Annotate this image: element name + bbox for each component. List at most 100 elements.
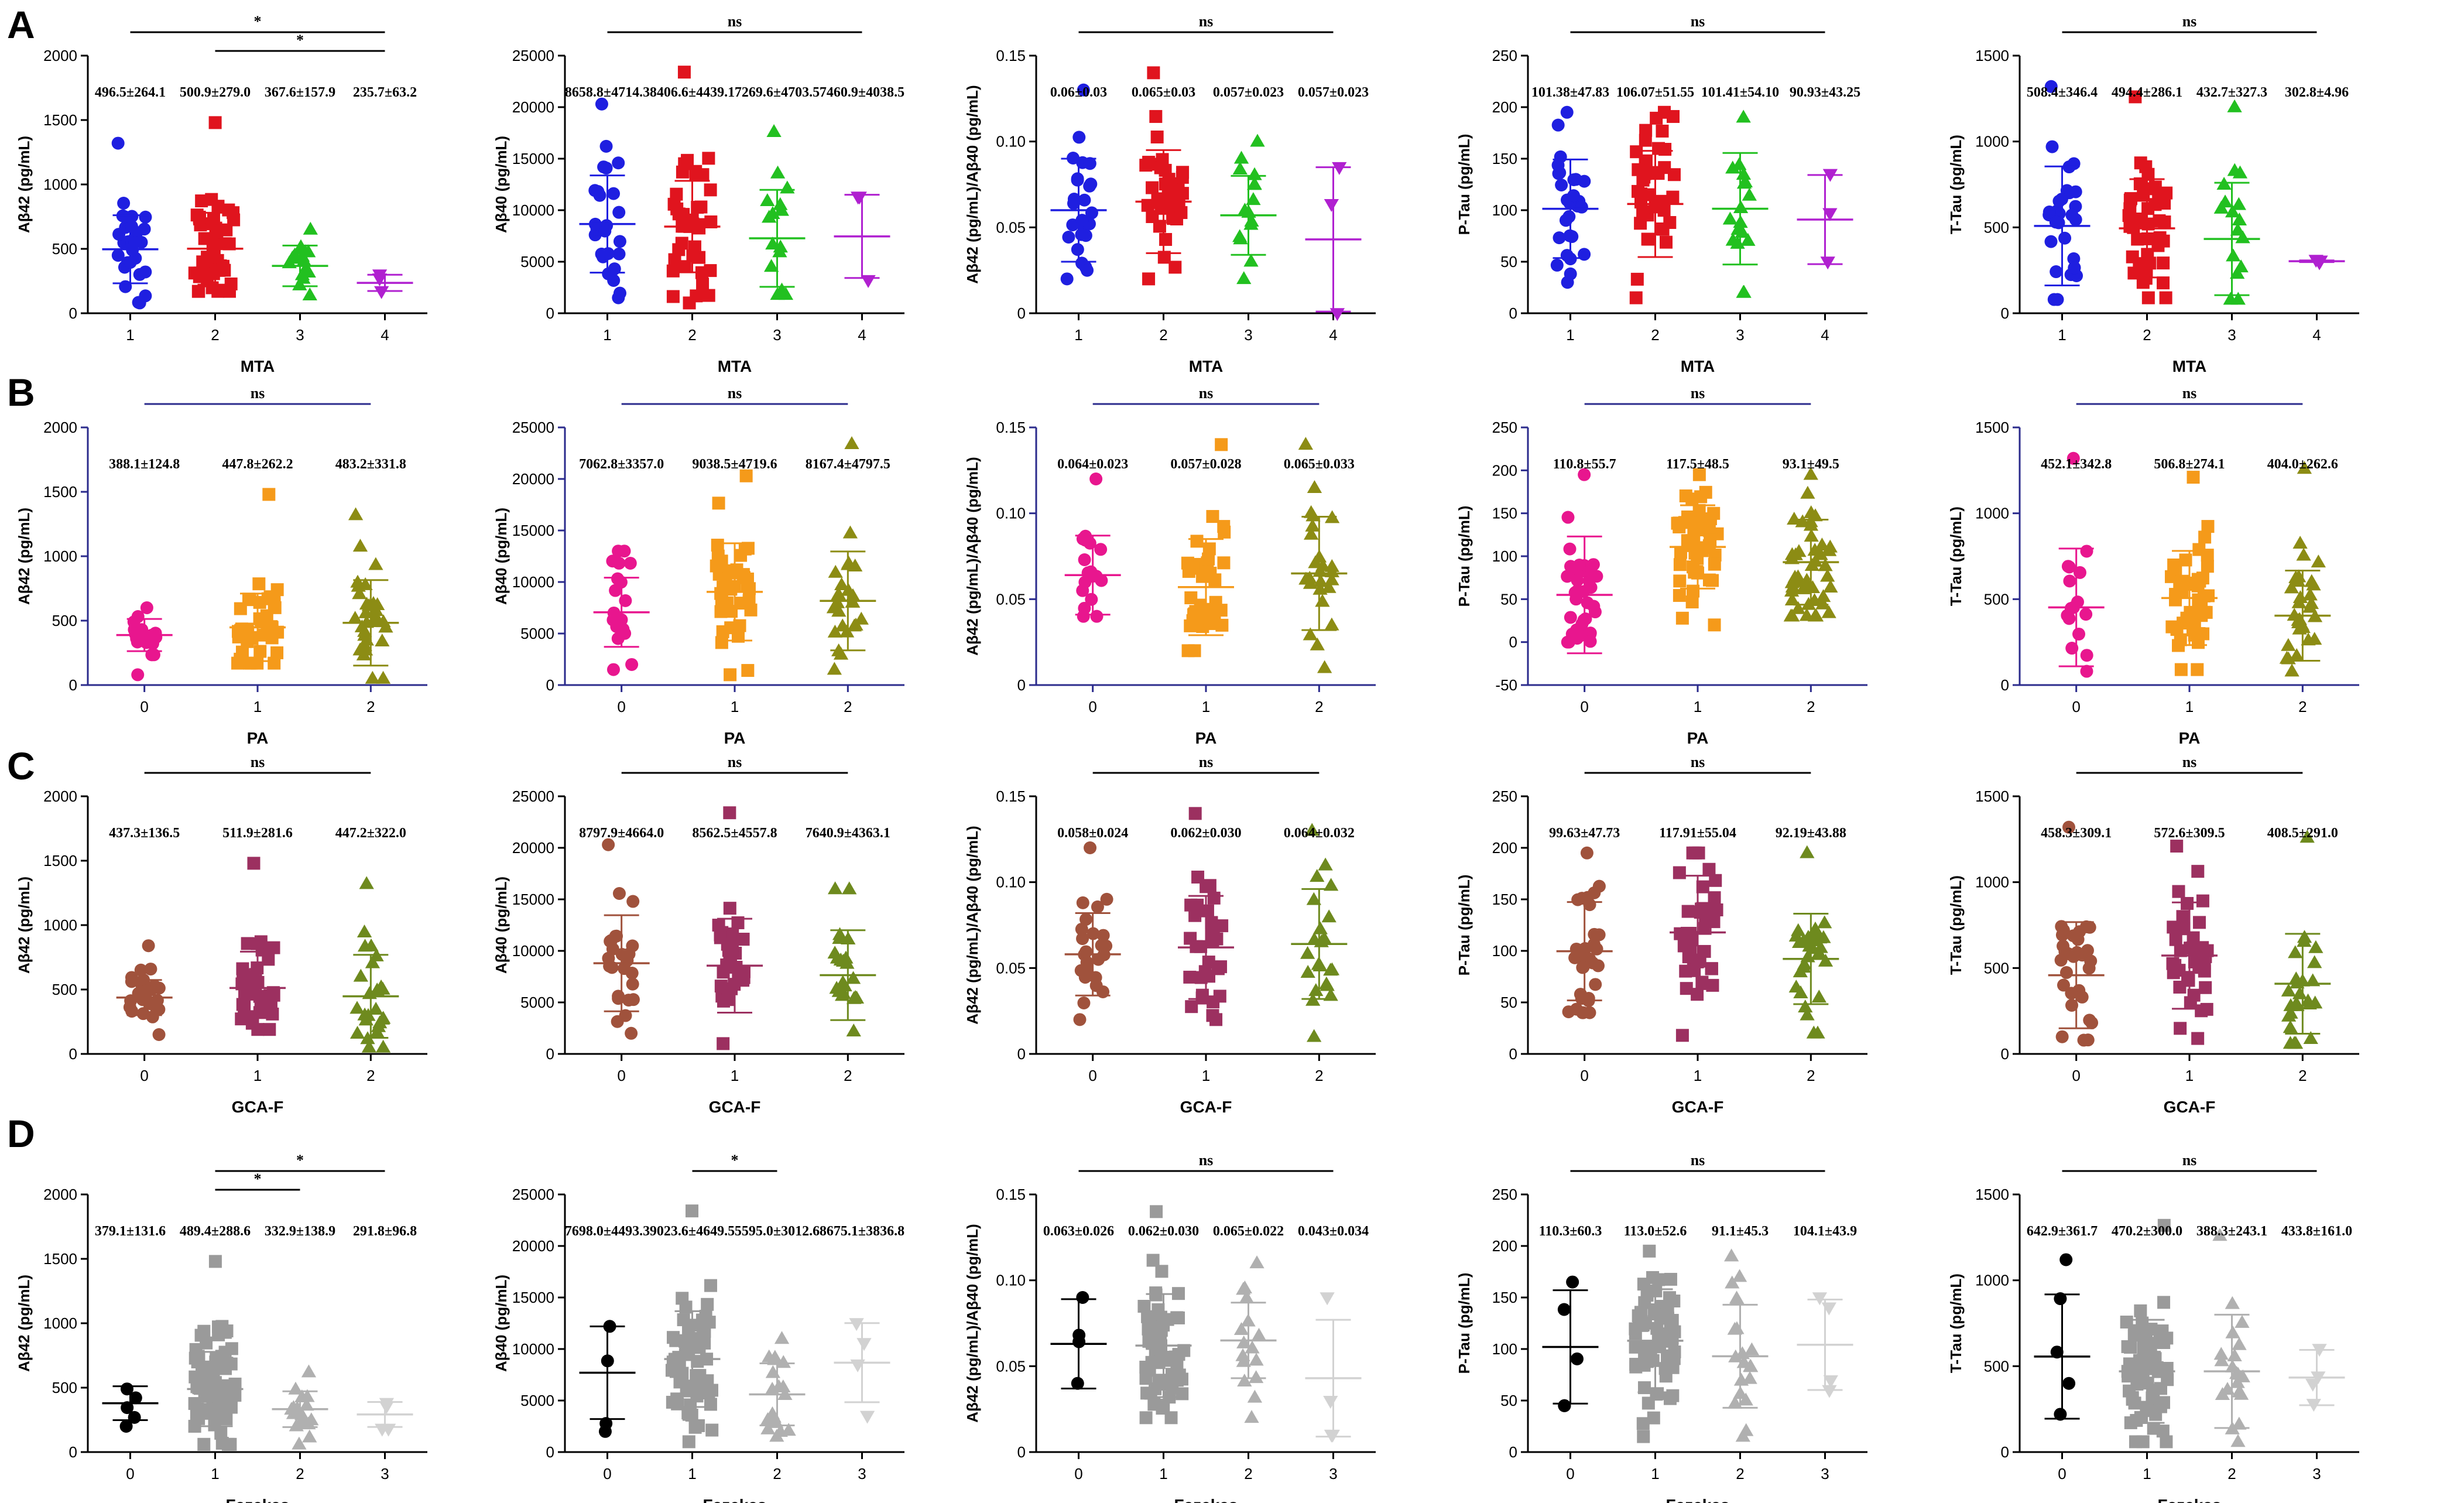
- data-point: [696, 278, 710, 291]
- stat-label: 8658.8±4714.3: [565, 85, 650, 100]
- y-tick-label: 150: [1492, 150, 1517, 167]
- data-point: [1667, 1352, 1681, 1365]
- data-point: [1631, 184, 1644, 198]
- data-point: [1152, 1303, 1165, 1316]
- data-point: [1250, 133, 1265, 147]
- y-tick-label: 0.10: [996, 505, 1026, 522]
- data-point: [766, 124, 782, 138]
- data-point: [361, 1039, 377, 1053]
- data-point: [682, 1334, 695, 1347]
- stat-label: 92.19±43.88: [1776, 826, 1846, 841]
- y-tick-label: 0: [1017, 1443, 1026, 1461]
- y-tick-label: 0.05: [996, 218, 1026, 236]
- data-point: [1799, 608, 1815, 621]
- data-point: [2157, 1296, 2171, 1309]
- data-point: [2214, 1353, 2229, 1367]
- data-point: [773, 197, 788, 210]
- data-point: [1738, 1392, 1753, 1406]
- data-point: [2199, 605, 2213, 619]
- stat-label: 470.2±300.0: [2112, 1224, 2182, 1239]
- data-point: [2160, 1435, 2173, 1449]
- data-point: [613, 235, 626, 248]
- stat-label: 404.0±262.6: [2267, 457, 2338, 472]
- y-axis-label: Aβ42 (pg/mL): [15, 1275, 33, 1372]
- data-point: [1784, 583, 1800, 597]
- data-point: [2134, 156, 2147, 170]
- data-point: [262, 488, 276, 501]
- data-point: [2129, 215, 2143, 229]
- data-point: [200, 1336, 213, 1350]
- stat-label: 500.9±279.0: [180, 85, 251, 100]
- data-point: [136, 993, 149, 1006]
- y-tick-label: 0.15: [996, 788, 1026, 805]
- data-point: [1076, 532, 1089, 546]
- data-point: [2283, 1005, 2298, 1019]
- data-point: [1323, 963, 1338, 976]
- data-point: [2157, 276, 2170, 290]
- data-point: [2226, 248, 2241, 262]
- data-point: [191, 1355, 204, 1369]
- y-tick-label: 0: [2001, 304, 2009, 322]
- data-point: [2061, 609, 2074, 622]
- data-point: [1555, 178, 1568, 191]
- data-point: [1078, 601, 1091, 615]
- data-point: [2175, 574, 2189, 588]
- x-tick-label: 3: [858, 1465, 866, 1483]
- data-point: [2153, 1362, 2167, 1375]
- data-point: [1636, 1417, 1650, 1430]
- data-point: [2135, 1372, 2148, 1385]
- data-point: [1237, 1373, 1252, 1386]
- data-point: [1139, 1411, 1153, 1425]
- data-point: [2174, 633, 2187, 646]
- data-point: [2136, 276, 2150, 289]
- chart-B4: -50 0 50 100 150 200 250 0 1 2 PA P-Tau (pg/mL) 110.…: [1455, 385, 1867, 747]
- data-point: [2161, 1373, 2174, 1386]
- data-point: [1312, 581, 1328, 595]
- data-point: [149, 631, 163, 644]
- data-point: [211, 200, 225, 213]
- data-point: [2176, 910, 2189, 923]
- data-point: [723, 946, 736, 960]
- stat-label: 0.062±0.030: [1170, 826, 1241, 841]
- data-point: [776, 1379, 791, 1392]
- data-point: [1742, 187, 1757, 201]
- stat-label: 388.1±124.8: [109, 457, 180, 472]
- stat-label: 91.1±45.3: [1712, 1224, 1769, 1239]
- data-point: [1167, 212, 1180, 225]
- data-point: [1630, 272, 1644, 286]
- data-point: [1193, 606, 1207, 619]
- data-point: [604, 934, 617, 948]
- y-tick-label: 0: [69, 304, 77, 322]
- data-point: [778, 287, 794, 300]
- data-point: [715, 594, 728, 608]
- y-tick-label: 50: [1500, 590, 1517, 608]
- y-axis-label: Aβ42 (pg/mL): [15, 508, 33, 605]
- data-point: [1313, 574, 1328, 587]
- data-point: [2069, 185, 2082, 198]
- x-tick-label: 4: [1821, 326, 1829, 344]
- stat-label: 5595.0±3012.6: [735, 1224, 820, 1239]
- data-point: [682, 1435, 695, 1449]
- data-point: [2065, 208, 2079, 222]
- data-point: [861, 275, 876, 288]
- data-point: [260, 609, 273, 622]
- stat-label: 8167.4±4797.5: [806, 457, 890, 472]
- data-point: [1688, 964, 1701, 977]
- data-point: [368, 557, 383, 570]
- x-tick-label: 0: [1566, 1465, 1574, 1483]
- significance-label: ns: [1691, 385, 1705, 402]
- data-point: [1320, 978, 1335, 991]
- chart-D2: 0 5000 10000 15000 20000 25000 0 1 2 3 Fazekas Aβ40…: [492, 1152, 904, 1503]
- data-point: [1722, 211, 1738, 225]
- data-point: [379, 1401, 395, 1415]
- data-point: [2174, 1022, 2187, 1035]
- data-point: [765, 1381, 780, 1395]
- data-point: [2227, 99, 2242, 112]
- data-point: [253, 645, 267, 658]
- x-tick-label: 2: [211, 326, 219, 344]
- data-point: [1563, 542, 1577, 556]
- data-point: [118, 210, 132, 224]
- data-point: [2134, 1304, 2147, 1317]
- data-point: [2134, 1410, 2147, 1424]
- data-point: [856, 1338, 872, 1351]
